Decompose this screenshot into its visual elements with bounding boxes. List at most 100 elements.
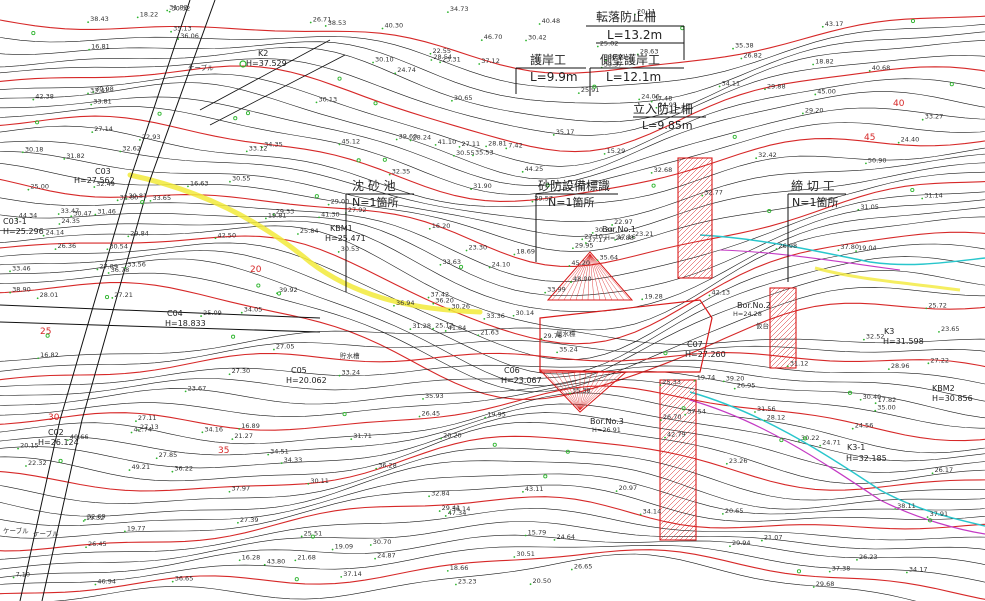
point-c02-name: C02 (48, 428, 64, 437)
survey-marker (140, 200, 145, 205)
spot-height-dot (455, 583, 457, 586)
spot-height-dot (512, 314, 515, 317)
spot-height-dot (231, 438, 234, 441)
spot-height-dot (245, 150, 248, 153)
spot-height-label: 34.05 (244, 306, 263, 314)
spot-height-dot (650, 100, 653, 103)
spot-height-dot (521, 170, 524, 173)
apron-south-hatch (573, 371, 581, 411)
spot-height-label: 24.95 (658, 101, 677, 109)
spot-height-dot (27, 188, 30, 191)
side-wall-length: L=12.1m (606, 70, 661, 84)
dam-wing-south-hatch (689, 533, 697, 541)
cofferdam-body-hatch (774, 346, 797, 369)
cable-label-2: ケーブル (3, 526, 29, 535)
spot-height-label: 29.68 (816, 580, 835, 588)
spot-height-label: 17.16 (617, 233, 636, 241)
spot-height-dot (427, 296, 430, 299)
minor-contour (0, 191, 985, 282)
apron-south-hatch (579, 371, 593, 411)
spot-height-label: 21.63 (480, 328, 499, 336)
spot-height-label: 28.24 (413, 133, 432, 141)
spot-height-dot (136, 16, 139, 19)
dam-wing-north-hatch (677, 183, 713, 219)
spot-height-label: 40.66 (70, 433, 89, 441)
spot-height-label: 35.17 (556, 128, 575, 136)
spot-height-label: 30.55 (456, 149, 475, 157)
spot-height-dot (90, 103, 93, 106)
spot-height-dot (36, 297, 39, 300)
spot-height-dot (570, 568, 573, 571)
apron-north-hatch (589, 253, 613, 301)
spot-height-label: 19.74 (697, 374, 716, 382)
spot-height-dot (444, 330, 447, 332)
dam-wing-south-hatch (679, 523, 697, 541)
spot-height-label: 33.24 (342, 369, 361, 377)
spot-height-label: 31.28 (412, 322, 431, 330)
cofferdam-body-hatch (769, 316, 797, 344)
spot-height-label: 47.34 (448, 509, 467, 517)
minor-contour (0, 484, 985, 539)
boring-1-name: Bor.No.1 (602, 225, 636, 234)
spot-height-dot (868, 69, 871, 72)
spot-height-dot (409, 328, 412, 331)
spot-height-dot (58, 223, 61, 225)
spot-height-label: 30.98 (95, 85, 114, 93)
spot-height-label: 26.36 (58, 242, 77, 250)
spot-height-dot (201, 431, 204, 434)
cofferdam-annotation: 締 切 工 N=1箇所 (787, 178, 846, 282)
spot-height-dot (15, 217, 18, 220)
spot-height-dot (485, 145, 488, 148)
point-k3-height: H=31.598 (883, 337, 924, 346)
spot-height-dot (88, 48, 91, 51)
spot-height-label: 37.12 (481, 57, 500, 65)
cofferdam-body-hatch (769, 321, 797, 349)
apron-north-hatch (575, 253, 591, 301)
spot-height-dot (315, 101, 318, 104)
spot-height-label: 24.56 (855, 422, 874, 430)
cofferdam-title: 締 切 工 (791, 178, 835, 193)
dam-wing-north-hatch (677, 163, 713, 199)
road-branch (199, 39, 346, 126)
dam-wing-north-hatch (677, 157, 704, 184)
spot-height-label: 15.29 (607, 147, 626, 155)
spot-height-dot (874, 409, 877, 412)
spot-height-dot (755, 157, 758, 160)
spot-height-label: 41.10 (438, 138, 457, 146)
cofferdam-count: N=1箇所 (792, 195, 838, 209)
dam-wing-south-hatch (659, 448, 697, 486)
minor-contour (0, 150, 985, 237)
spot-height-label: 41.84 (448, 324, 467, 332)
bridge-edge-south (0, 321, 321, 333)
dam-wing-north-hatch (677, 157, 684, 164)
spot-height-dot (228, 373, 231, 376)
spot-height-dot (448, 308, 451, 311)
survey-marker (356, 158, 361, 163)
spot-height-dot (350, 438, 353, 441)
spot-height-label: 16.89 (241, 422, 260, 430)
spot-height-dot (170, 30, 172, 33)
settling-pond-title: 沈 砂 池 (352, 178, 396, 193)
survey-marker (732, 134, 737, 139)
dam-wing-north-hatch (677, 208, 713, 244)
spot-height-dot (874, 402, 877, 405)
spot-height-dot (91, 131, 94, 133)
spot-height-label: 30.21 (608, 53, 627, 61)
point-c03-1: C03-1 H=25.296 (3, 217, 44, 236)
cofferdam-body-hatch (784, 356, 797, 369)
spot-height-dot (634, 13, 636, 16)
dam-structures (538, 157, 797, 541)
spot-height-label: 36.65 (175, 575, 194, 583)
spot-height-label: 32.42 (758, 151, 777, 159)
survey-marker (256, 283, 261, 288)
spot-height-dot (439, 61, 442, 64)
spot-height-label: 45.00 (817, 87, 836, 95)
spot-height-dot (32, 98, 35, 101)
spot-height-dot (93, 186, 96, 188)
spot-height-dot (381, 27, 384, 30)
spot-height-label: 28.01 (40, 291, 59, 299)
dam-wing-north-hatch (677, 243, 713, 279)
spot-height-dot (660, 419, 662, 422)
spot-height-label: 31.56 (757, 405, 776, 413)
spot-height-dot (708, 294, 711, 297)
